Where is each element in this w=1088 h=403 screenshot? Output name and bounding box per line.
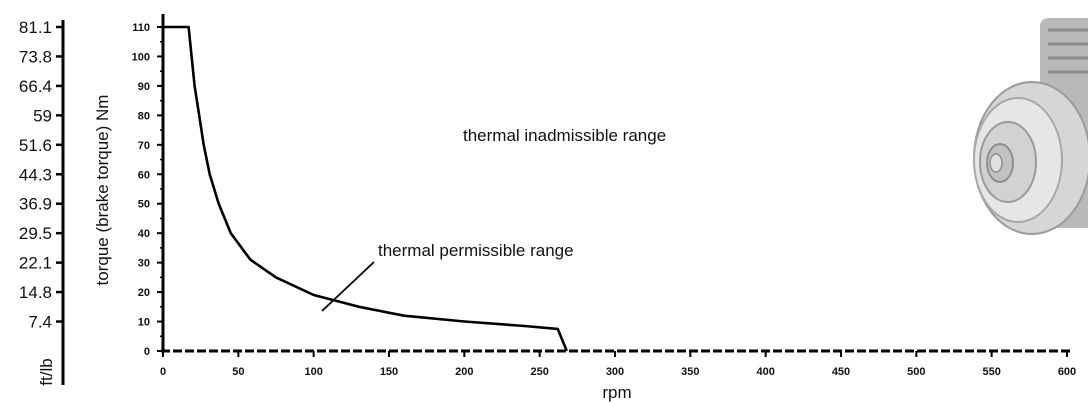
ftlb-tick-label: 51.6 <box>19 136 52 155</box>
ftlb-tick-label: 73.8 <box>19 47 52 66</box>
plot-axes: 0 10 20 30 40 50 60 70 80 90 100 110 0 50 100 150 200 25… <box>132 14 1076 402</box>
x-tick-label: 450 <box>832 366 850 378</box>
x-tick-label: 200 <box>455 366 473 378</box>
annotation-inadmissible: thermal inadmissible range <box>463 126 666 145</box>
y-tick-label: 70 <box>138 140 150 152</box>
x-tick-label: 400 <box>756 366 774 378</box>
ftlb-tick-label: 7.4 <box>28 313 52 332</box>
x-axis-title: rpm <box>602 383 631 402</box>
y-tick-group: 0 10 20 30 40 50 60 70 80 90 100 110 <box>132 22 163 358</box>
ftlb-tick-label: 29.5 <box>19 224 52 243</box>
ftlb-tick-label: 81.1 <box>19 18 52 37</box>
x-tick-label: 600 <box>1058 366 1076 378</box>
y-tick-label: 40 <box>138 228 150 240</box>
x-tick-label: 350 <box>681 366 699 378</box>
ftlb-tick-label: 44.3 <box>19 165 52 184</box>
annotation-pointer-line <box>321 261 375 312</box>
y-tick-label: 30 <box>138 258 150 270</box>
torque-curve-line <box>163 25 569 352</box>
nm-axis-title: torque (brake torque) Nm <box>93 95 112 286</box>
y-tick-label: 0 <box>144 346 150 358</box>
x-tick-group: 0 50 100 150 200 250 300 350 400 450 500 550 600 <box>160 351 1076 378</box>
x-tick-label: 550 <box>982 366 1000 378</box>
ftlb-tick-label: 14.8 <box>19 283 52 302</box>
ftlb-axis: 7.4 14.8 22.1 29.5 36.9 44.3 51.6 59 66.4 73.8 81.… <box>19 18 65 386</box>
y-tick-label: 80 <box>138 110 150 122</box>
y-tick-label: 110 <box>132 22 150 34</box>
x-tick-label: 250 <box>530 366 548 378</box>
ftlb-tick-group: 7.4 14.8 22.1 29.5 36.9 44.3 51.6 59 66.4 73.8 81.… <box>19 18 63 332</box>
annotation-permissible: thermal permissible range <box>378 241 574 260</box>
x-tick-label: 300 <box>606 366 624 378</box>
y-tick-label: 50 <box>138 199 150 211</box>
x-tick-label: 100 <box>304 366 322 378</box>
y-tick-label: 90 <box>138 81 150 93</box>
ftlb-axis-title: ft/lb <box>37 358 56 385</box>
y-tick-label: 100 <box>132 51 150 63</box>
x-tick-label: 150 <box>380 366 398 378</box>
ftlb-tick-label: 66.4 <box>19 77 52 96</box>
motor-fins <box>1048 28 1088 74</box>
y-tick-label: 10 <box>138 317 150 329</box>
x-tick-label: 500 <box>907 366 925 378</box>
ftlb-tick-label: 22.1 <box>19 254 52 273</box>
brake-motor-illustration <box>973 18 1088 235</box>
y-tick-label: 60 <box>138 169 150 181</box>
x-tick-label: 50 <box>232 366 244 378</box>
shaft-end <box>989 153 1003 173</box>
ftlb-tick-label: 59 <box>33 106 52 125</box>
x-tick-label: 0 <box>160 366 166 378</box>
y-tick-label: 20 <box>138 287 150 299</box>
ftlb-tick-label: 36.9 <box>19 195 52 214</box>
